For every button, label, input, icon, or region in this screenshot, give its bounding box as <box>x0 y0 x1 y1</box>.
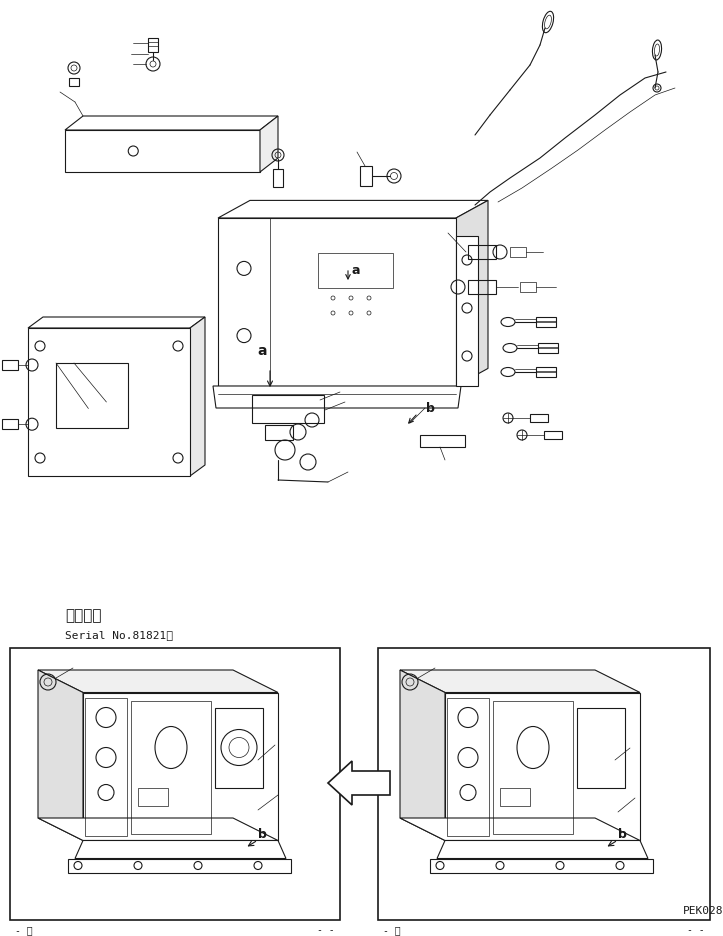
Bar <box>10 648 340 920</box>
Polygon shape <box>38 670 278 693</box>
Text: - イ: - イ <box>15 925 33 935</box>
Bar <box>2 419 18 430</box>
Bar <box>530 414 548 422</box>
Text: a: a <box>352 264 360 276</box>
Text: 適用号機: 適用号機 <box>65 608 101 623</box>
Bar <box>378 648 710 920</box>
Bar <box>360 166 372 186</box>
Bar <box>138 787 168 806</box>
Polygon shape <box>75 841 286 858</box>
Bar <box>28 328 190 476</box>
Text: b: b <box>258 828 267 841</box>
Bar <box>65 130 260 172</box>
Bar <box>218 218 456 386</box>
Polygon shape <box>28 317 205 328</box>
Polygon shape <box>400 818 640 841</box>
Bar <box>536 367 556 377</box>
Polygon shape <box>456 200 488 386</box>
Polygon shape <box>83 693 278 841</box>
Bar <box>493 700 573 833</box>
Bar <box>538 343 558 353</box>
Polygon shape <box>260 116 278 172</box>
Bar <box>468 280 496 294</box>
Text: - -: - - <box>688 925 705 935</box>
Bar <box>468 245 496 259</box>
Bar <box>420 435 465 447</box>
Bar <box>2 360 18 370</box>
Text: b: b <box>618 828 627 841</box>
Bar <box>131 700 211 833</box>
Polygon shape <box>190 317 205 476</box>
Polygon shape <box>437 841 648 858</box>
Bar <box>68 858 291 872</box>
Text: - イ: - イ <box>383 925 401 935</box>
Polygon shape <box>400 670 445 841</box>
Polygon shape <box>218 200 488 218</box>
Bar <box>69 78 79 86</box>
Bar <box>536 317 556 327</box>
Polygon shape <box>445 693 640 841</box>
Bar <box>456 236 478 386</box>
Bar <box>500 787 530 806</box>
Bar <box>544 431 562 439</box>
Bar <box>215 708 263 787</box>
Polygon shape <box>213 386 461 408</box>
Polygon shape <box>328 761 390 805</box>
Bar <box>520 282 536 292</box>
Bar <box>318 253 393 288</box>
Bar <box>447 697 489 836</box>
Bar <box>577 708 625 787</box>
Bar <box>148 38 158 52</box>
Bar <box>252 395 324 423</box>
Bar <box>265 425 293 440</box>
Text: a: a <box>257 344 267 358</box>
Text: PEK0286A: PEK0286A <box>683 906 723 916</box>
Text: Serial No.81821～: Serial No.81821～ <box>65 630 173 640</box>
Bar <box>430 858 653 872</box>
Polygon shape <box>400 670 640 693</box>
Polygon shape <box>38 818 278 841</box>
Bar <box>510 247 526 257</box>
Bar <box>218 218 270 386</box>
Polygon shape <box>38 670 83 841</box>
Bar <box>85 697 127 836</box>
Polygon shape <box>65 116 278 130</box>
Text: b: b <box>426 402 435 415</box>
Text: - -: - - <box>317 925 335 935</box>
Bar <box>56 363 128 428</box>
Bar <box>273 169 283 187</box>
